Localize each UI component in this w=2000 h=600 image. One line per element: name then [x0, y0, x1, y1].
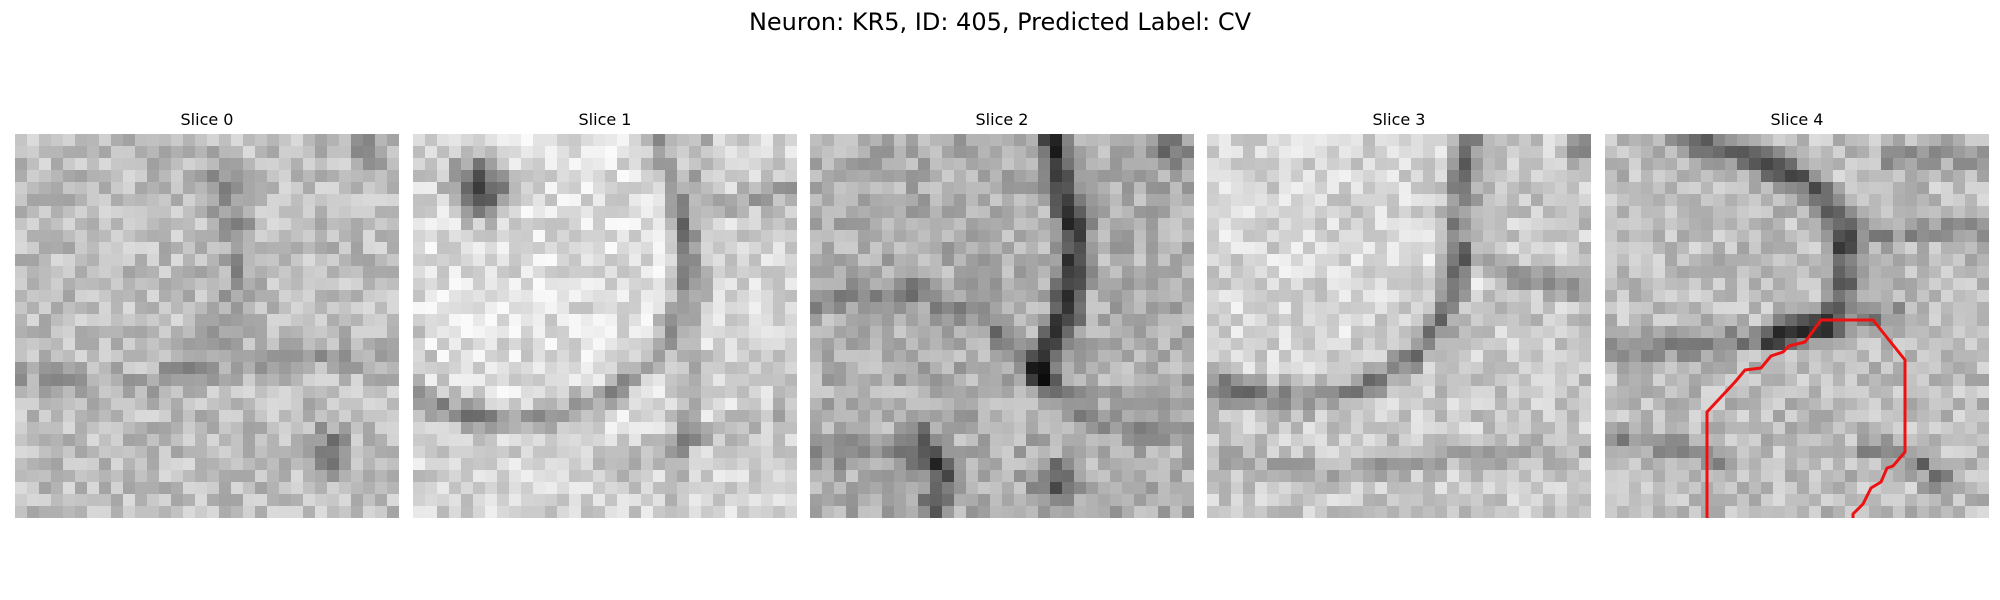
slice-image-4: [1605, 134, 1989, 518]
slice-title-3: Slice 3: [1372, 110, 1426, 129]
slice-image-0: [15, 134, 399, 518]
slice-image-2: [810, 134, 1194, 518]
figure-title: Neuron: KR5, ID: 405, Predicted Label: C…: [748, 8, 1252, 36]
segmentation-contour: [1705, 318, 1907, 518]
slice-image-3: [1207, 134, 1591, 518]
slice-image-1: [413, 134, 797, 518]
slice-title-1: Slice 1: [578, 110, 632, 129]
slice-title-0: Slice 0: [180, 110, 234, 129]
slice-title-2: Slice 2: [975, 110, 1029, 129]
slice-title-4: Slice 4: [1770, 110, 1824, 129]
